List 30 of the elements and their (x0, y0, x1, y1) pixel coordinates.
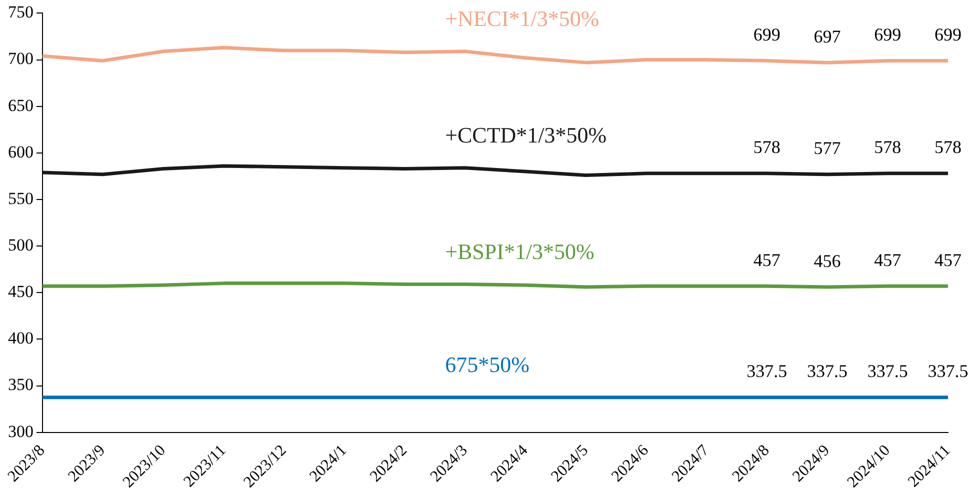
data-label: 337.5 (746, 361, 788, 382)
data-label: 457 (934, 250, 962, 270)
y-tick-label: 500 (8, 236, 34, 255)
series-label: +BSPI*1/3*50% (445, 239, 594, 264)
y-tick-label: 450 (8, 282, 34, 302)
data-label: 337.5 (867, 361, 908, 382)
data-label: 578 (934, 137, 962, 158)
data-label: 578 (874, 137, 902, 158)
data-label: 337.5 (928, 361, 968, 382)
data-label: 699 (874, 24, 902, 44)
y-tick-label: 750 (8, 2, 34, 22)
data-label: 456 (814, 250, 841, 271)
series-label: +CCTD*1/3*50% (445, 122, 607, 148)
data-label: 457 (874, 250, 902, 270)
y-tick-label: 600 (8, 142, 34, 162)
data-label: 699 (934, 24, 962, 44)
data-label: 697 (814, 26, 841, 46)
data-label: 457 (753, 250, 780, 270)
y-tick-label: 700 (8, 49, 34, 68)
y-tick-label: 400 (8, 328, 34, 348)
series-label: 675*50% (445, 352, 530, 378)
y-tick-label: 650 (8, 96, 34, 115)
y-tick-label: 550 (8, 188, 34, 208)
data-label: 699 (753, 24, 780, 44)
data-label: 578 (753, 137, 780, 158)
series-label: +NECI*1/3*50% (445, 6, 600, 32)
y-tick-label: 350 (8, 375, 34, 394)
data-label: 577 (814, 138, 841, 158)
data-label: 337.5 (807, 361, 848, 382)
y-tick-label: 300 (8, 422, 34, 441)
